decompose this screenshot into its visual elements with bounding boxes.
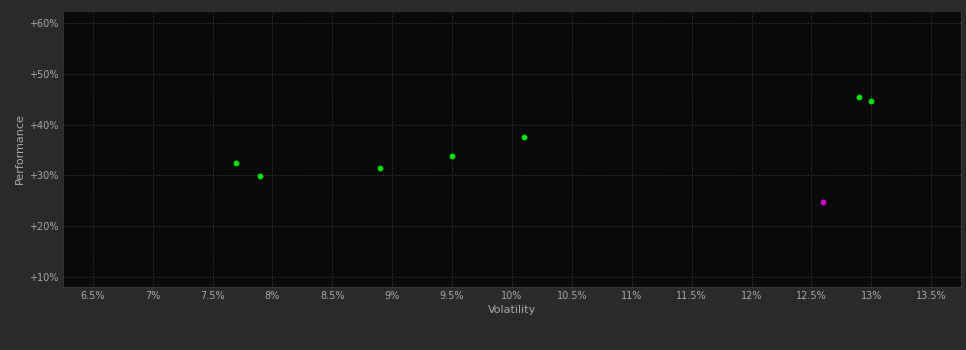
Point xyxy=(516,134,531,140)
Point xyxy=(229,160,244,166)
Point xyxy=(815,199,831,204)
Point xyxy=(444,153,460,159)
X-axis label: Volatility: Volatility xyxy=(488,305,536,315)
Point xyxy=(373,165,388,170)
Point xyxy=(864,98,879,104)
Point xyxy=(253,174,269,179)
Y-axis label: Performance: Performance xyxy=(14,113,25,184)
Point xyxy=(852,94,867,99)
